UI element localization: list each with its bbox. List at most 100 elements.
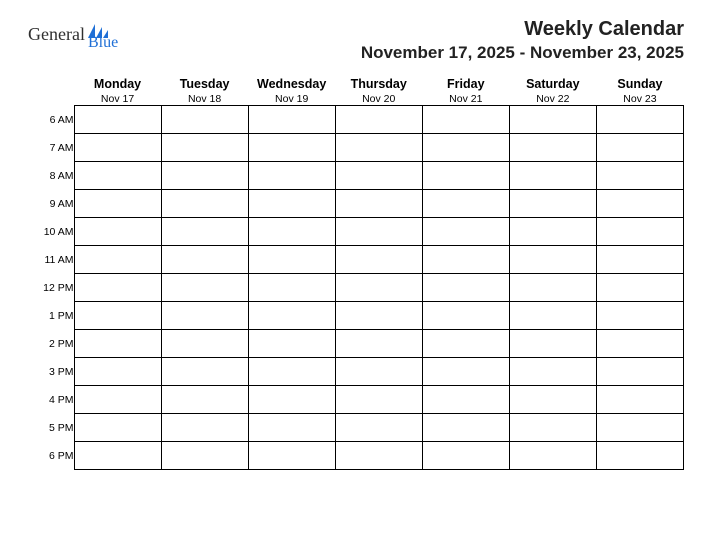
time-slot-cell[interactable] [509, 162, 596, 190]
time-slot-cell[interactable] [422, 302, 509, 330]
time-slot-cell[interactable] [74, 218, 161, 246]
time-slot-cell[interactable] [74, 246, 161, 274]
time-slot-cell[interactable] [74, 134, 161, 162]
time-slot-cell[interactable] [74, 162, 161, 190]
time-slot-cell[interactable] [161, 106, 248, 134]
time-slot-cell[interactable] [422, 386, 509, 414]
time-slot-cell[interactable] [509, 414, 596, 442]
time-slot-cell[interactable] [161, 218, 248, 246]
time-slot-cell[interactable] [596, 246, 683, 274]
time-slot-cell[interactable] [596, 358, 683, 386]
time-slot-cell[interactable] [509, 274, 596, 302]
time-slot-cell[interactable] [248, 330, 335, 358]
time-slot-cell[interactable] [509, 442, 596, 470]
time-slot-cell[interactable] [422, 190, 509, 218]
corner-cell [28, 77, 74, 106]
time-slot-cell[interactable] [596, 330, 683, 358]
time-slot-cell[interactable] [509, 246, 596, 274]
time-slot-cell[interactable] [161, 134, 248, 162]
time-slot-cell[interactable] [422, 414, 509, 442]
time-slot-cell[interactable] [161, 302, 248, 330]
time-slot-cell[interactable] [248, 190, 335, 218]
time-row: 12 PM [28, 274, 684, 302]
time-slot-cell[interactable] [509, 302, 596, 330]
time-slot-cell[interactable] [509, 386, 596, 414]
time-slot-cell[interactable] [335, 190, 422, 218]
time-slot-cell[interactable] [335, 134, 422, 162]
time-slot-cell[interactable] [74, 274, 161, 302]
time-slot-cell[interactable] [335, 358, 422, 386]
time-slot-cell[interactable] [74, 302, 161, 330]
time-slot-cell[interactable] [509, 134, 596, 162]
time-slot-cell[interactable] [422, 442, 509, 470]
time-slot-cell[interactable] [161, 274, 248, 302]
time-slot-cell[interactable] [422, 106, 509, 134]
time-slot-cell[interactable] [596, 274, 683, 302]
time-slot-cell[interactable] [335, 386, 422, 414]
time-slot-cell[interactable] [335, 414, 422, 442]
time-slot-cell[interactable] [74, 442, 161, 470]
time-slot-cell[interactable] [335, 330, 422, 358]
time-slot-cell[interactable] [74, 358, 161, 386]
time-slot-cell[interactable] [422, 162, 509, 190]
time-slot-cell[interactable] [248, 106, 335, 134]
time-slot-cell[interactable] [335, 162, 422, 190]
time-slot-cell[interactable] [509, 330, 596, 358]
time-slot-cell[interactable] [596, 442, 683, 470]
time-slot-cell[interactable] [161, 442, 248, 470]
time-slot-cell[interactable] [509, 218, 596, 246]
time-slot-cell[interactable] [248, 386, 335, 414]
time-slot-cell[interactable] [596, 106, 683, 134]
time-slot-cell[interactable] [596, 414, 683, 442]
time-slot-cell[interactable] [509, 358, 596, 386]
time-slot-cell[interactable] [248, 134, 335, 162]
time-slot-cell[interactable] [596, 386, 683, 414]
time-slot-cell[interactable] [161, 246, 248, 274]
time-slot-cell[interactable] [335, 302, 422, 330]
time-slot-cell[interactable] [422, 246, 509, 274]
time-slot-cell[interactable] [422, 358, 509, 386]
time-row: 3 PM [28, 358, 684, 386]
time-slot-cell[interactable] [74, 330, 161, 358]
time-slot-cell[interactable] [74, 106, 161, 134]
time-slot-cell[interactable] [509, 190, 596, 218]
time-slot-cell[interactable] [248, 302, 335, 330]
time-slot-cell[interactable] [161, 162, 248, 190]
time-slot-cell[interactable] [248, 358, 335, 386]
day-date: Nov 19 [248, 93, 335, 105]
time-slot-cell[interactable] [248, 218, 335, 246]
time-slot-cell[interactable] [335, 106, 422, 134]
time-slot-cell[interactable] [248, 414, 335, 442]
time-slot-cell[interactable] [509, 106, 596, 134]
time-slot-cell[interactable] [596, 302, 683, 330]
time-slot-cell[interactable] [335, 442, 422, 470]
day-header: Friday Nov 21 [422, 77, 509, 106]
time-slot-cell[interactable] [335, 246, 422, 274]
time-slot-cell[interactable] [248, 442, 335, 470]
time-slot-cell[interactable] [422, 218, 509, 246]
day-name: Saturday [509, 77, 596, 91]
time-slot-cell[interactable] [161, 414, 248, 442]
time-slot-cell[interactable] [161, 358, 248, 386]
time-row: 5 PM [28, 414, 684, 442]
time-slot-cell[interactable] [596, 190, 683, 218]
day-date: Nov 23 [596, 93, 683, 105]
time-slot-cell[interactable] [335, 218, 422, 246]
day-header: Tuesday Nov 18 [161, 77, 248, 106]
time-slot-cell[interactable] [596, 218, 683, 246]
time-slot-cell[interactable] [248, 246, 335, 274]
time-slot-cell[interactable] [74, 190, 161, 218]
time-slot-cell[interactable] [161, 386, 248, 414]
time-slot-cell[interactable] [248, 274, 335, 302]
time-slot-cell[interactable] [335, 274, 422, 302]
time-slot-cell[interactable] [74, 414, 161, 442]
time-slot-cell[interactable] [74, 386, 161, 414]
time-slot-cell[interactable] [596, 134, 683, 162]
time-slot-cell[interactable] [422, 134, 509, 162]
time-slot-cell[interactable] [248, 162, 335, 190]
time-slot-cell[interactable] [161, 190, 248, 218]
time-slot-cell[interactable] [422, 330, 509, 358]
time-slot-cell[interactable] [161, 330, 248, 358]
time-slot-cell[interactable] [422, 274, 509, 302]
time-slot-cell[interactable] [596, 162, 683, 190]
